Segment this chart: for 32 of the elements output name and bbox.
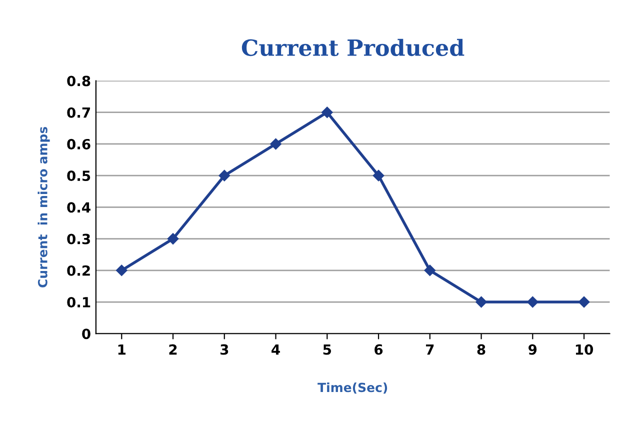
y-tick-label: 0.4 [67,202,90,213]
y-tick-label: 0.2 [67,265,90,276]
x-tick-label: 8 [477,344,486,355]
point [372,170,384,182]
x-tick-label: 3 [220,344,228,355]
x-tick-label: 1 [118,344,126,355]
point [578,296,590,308]
x-tick-label: 6 [374,344,383,355]
x-axis-title: Time(Sec) [318,382,388,394]
y-tick-label: 0 [82,328,90,340]
y-tick-label: 0.3 [67,234,90,244]
x-tick-label: 7 [426,344,434,355]
x-tick-label: 2 [169,344,177,355]
x-tick-label: 9 [528,344,537,355]
point [270,138,282,150]
y-tick-label: 0.7 [67,107,90,118]
x-tick-label: 10 [576,344,594,355]
point [116,264,128,276]
y-tick-label: 0.8 [67,76,90,86]
y-tick-label: 0.5 [67,170,90,182]
point [476,296,487,308]
point [527,296,538,308]
y-tick-label: 0.1 [67,296,90,308]
y-axis-title: Current in micro amps [38,126,50,288]
chart-title: Current Produced [242,38,464,56]
point [167,233,179,244]
x-tick-label: 4 [272,344,280,355]
point [218,170,230,182]
x-tick-label: 5 [323,344,332,355]
y-tick-label: 0.6 [67,138,90,150]
point [424,264,436,276]
point [322,106,333,118]
